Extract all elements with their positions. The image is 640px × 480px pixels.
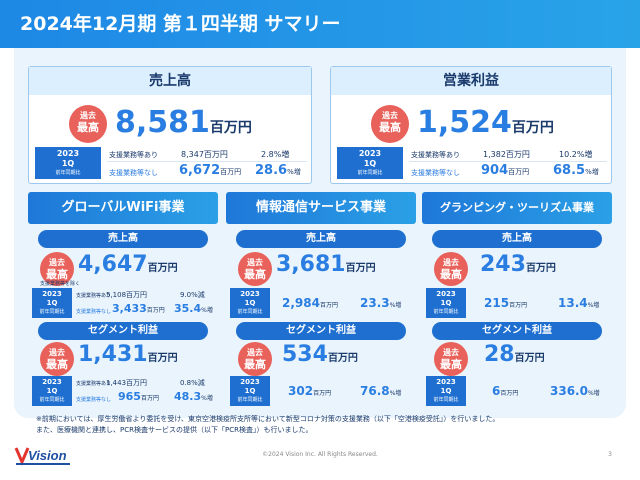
prior-year-label: 2023 1Q 前年同期比 (337, 147, 403, 179)
segment-profit-value: 1,431百万円 (78, 342, 178, 367)
segment-profit-with-value: 1,443百万円 (106, 379, 148, 387)
without-support-label: 支援業務等なし (76, 309, 112, 315)
company-logo: Vision (14, 442, 72, 468)
op-value: 1,524百万円 (417, 105, 554, 140)
segment-sales-value: 3,681百万円 (276, 252, 376, 277)
prior-year-label: 2023 1Q 前年同期比 (32, 288, 72, 318)
footnote: ※前期においては、厚生労働省より委託を受け、東京空港検疫所支所等において新型コロ… (36, 414, 499, 436)
prior-year-label: 2023 1Q 前年同期比 (426, 376, 466, 406)
sales-pill: 売上高 (38, 230, 208, 248)
sales-title: 売上高 (29, 67, 311, 95)
header-bar: 2024年12月期 第１四半期 サマリー (0, 0, 640, 48)
segment-title: グランピング・ツーリズム事業 (422, 192, 612, 224)
segment-card-telecom: 情報通信サービス事業 売上高 過去 最高 3,681百万円 2023 1Q 前年同… (226, 192, 416, 410)
segment-profit-without-value: 965百万円 (118, 390, 159, 403)
segment-sales-value: 243百万円 (480, 252, 556, 277)
profit-pill: セグメント利益 (432, 322, 602, 340)
sales-note: 支援業務等を除く (40, 281, 81, 287)
record-badge: 過去 最高 (69, 105, 107, 143)
segment-sales-yoy-value: 215百万円 (484, 296, 528, 310)
prior-year-label: 2023 1Q 前年同期比 (230, 288, 270, 318)
sales-without-value: 6,672百万円 (179, 163, 242, 178)
sales-with-value: 8,347百万円 (181, 150, 228, 159)
segment-title: グローバルWiFi事業 (28, 192, 218, 224)
sales-with-pct: 2.8%増 (261, 150, 290, 159)
divider (409, 161, 607, 162)
segment-title: 情報通信サービス事業 (226, 192, 416, 224)
without-support-label: 支援業務等なし (109, 169, 158, 177)
prior-year-label: 2023 1Q 前年同期比 (32, 376, 72, 406)
segment-sales-yoy-pct: 23.3%増 (360, 296, 402, 310)
segment-profit-with-pct: 0.8%減 (180, 379, 205, 387)
footnote-line-1: ※前期においては、厚生労働省より委託を受け、東京空港検疫所支所等において新型コロ… (36, 415, 500, 423)
op-card: 営業利益 過去 最高 1,524百万円 2023 1Q 前年同期比 支援業務等あり… (330, 66, 612, 184)
with-support-label: 支援業務等あり (76, 381, 112, 387)
sales-pill: 売上高 (236, 230, 406, 248)
footnote-line-2: また、医療機関と連携し、PCR検査サービスの提供（以下「PCR検査」）も行いまし… (36, 426, 313, 434)
sales-without-pct: 28.6%増 (255, 163, 301, 178)
prior-year-label: 2023 1Q 前年同期比 (426, 288, 466, 318)
prior-year-label: 2023 1Q 前年同期比 (35, 147, 101, 179)
prior-year-label: 2023 1Q 前年同期比 (230, 376, 270, 406)
svg-text:Vision: Vision (28, 448, 67, 463)
segment-profit-yoy-value: 302百万円 (288, 384, 332, 398)
segment-sales-value: 4,647百万円 (78, 252, 178, 277)
record-badge: 過去 最高 (434, 342, 468, 376)
record-badge: 過去 最高 (40, 342, 74, 376)
op-title: 営業利益 (331, 67, 611, 95)
op-without-value: 904百万円 (481, 163, 530, 178)
sales-card: 売上高 過去 最高 8,581百万円 2023 1Q 前年同期比 支援業務等あり … (28, 66, 312, 184)
segment-card-glamping: グランピング・ツーリズム事業 売上高 過去 最高 243百万円 2023 1Q 前… (422, 192, 612, 410)
copyright: ©2024 Vision Inc. All Rights Reserved. (262, 451, 378, 458)
segment-card-wifi: グローバルWiFi事業 売上高 過去 最高 4,647百万円 支援業務等を除く 2… (28, 192, 218, 410)
segment-profit-yoy-pct: 76.8%増 (360, 384, 402, 398)
with-support-label: 支援業務等あり (109, 151, 158, 159)
segment-sales-without-pct: 35.4%増 (174, 302, 213, 315)
segment-profit-without-pct: 48.3%増 (174, 390, 213, 403)
with-support-label: 支援業務等あり (411, 151, 460, 159)
op-with-pct: 10.2%増 (559, 150, 593, 159)
record-badge: 過去 最高 (40, 252, 74, 286)
record-badge: 過去 最高 (238, 252, 272, 286)
sales-value: 8,581百万円 (115, 105, 252, 140)
segment-sales-with-value: 5,108百万円 (106, 291, 148, 299)
segment-sales-yoy-pct: 13.4%増 (558, 296, 600, 310)
op-with-value: 1,382百万円 (483, 150, 530, 159)
profit-pill: セグメント利益 (38, 322, 208, 340)
segment-profit-yoy-pct: 336.0%増 (550, 384, 600, 398)
record-badge: 過去 最高 (238, 342, 272, 376)
page-title: 2024年12月期 第１四半期 サマリー (20, 13, 341, 35)
segment-sales-with-pct: 9.0%減 (180, 291, 205, 299)
profit-pill: セグメント利益 (236, 322, 406, 340)
segment-sales-yoy-value: 2,984百万円 (282, 296, 338, 310)
op-without-pct: 68.5%増 (553, 163, 599, 178)
segment-sales-without-value: 3,433百万円 (112, 302, 165, 315)
segment-profit-value: 534百万円 (282, 342, 358, 367)
segment-profit-value: 28百万円 (484, 342, 545, 367)
page-number: 3 (608, 451, 612, 458)
without-support-label: 支援業務等なし (76, 397, 112, 403)
with-support-label: 支援業務等あり (76, 293, 112, 299)
record-badge: 過去 最高 (434, 252, 468, 286)
segment-profit-yoy-value: 6百万円 (492, 384, 519, 398)
sales-pill: 売上高 (432, 230, 602, 248)
record-badge: 過去 最高 (371, 105, 409, 143)
without-support-label: 支援業務等なし (411, 169, 460, 177)
divider (107, 161, 307, 162)
